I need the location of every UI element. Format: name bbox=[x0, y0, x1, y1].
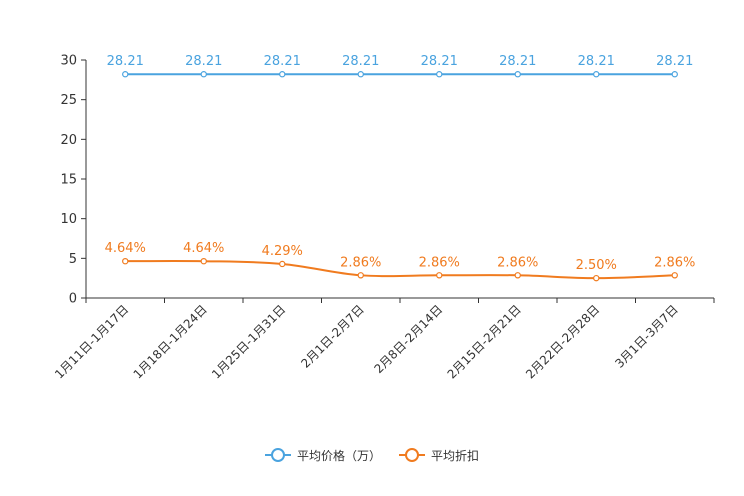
legend-line-circle-icon bbox=[399, 448, 425, 462]
data-label-avg-discount: 2.86% bbox=[419, 255, 460, 270]
y-tick-label: 25 bbox=[60, 93, 77, 108]
y-tick-label: 30 bbox=[60, 54, 77, 69]
data-point-avg-price[interactable] bbox=[514, 71, 521, 78]
data-label-avg-price: 28.21 bbox=[499, 54, 536, 69]
legend-line-circle-icon bbox=[264, 448, 291, 462]
legend-item-avg-price[interactable]: 平均价格（万） bbox=[264, 447, 381, 464]
data-point-avg-price[interactable] bbox=[200, 71, 207, 78]
data-label-avg-price: 28.21 bbox=[578, 54, 615, 69]
x-tick-label: 1月18日-1月24日 bbox=[131, 302, 210, 381]
x-tick-label: 2月1日-2月7日 bbox=[298, 302, 367, 371]
data-label-avg-discount: 2.86% bbox=[340, 255, 381, 270]
x-tick-label: 3月1日-3月7日 bbox=[612, 302, 681, 371]
legend-item-avg-discount[interactable]: 平均折扣 bbox=[399, 447, 479, 464]
x-tick-label: 2月22日-2月28日 bbox=[523, 302, 602, 381]
data-point-avg-discount[interactable] bbox=[200, 257, 207, 265]
x-tick-label: 2月15日-2月21日 bbox=[445, 302, 524, 381]
y-tick-label: 5 bbox=[69, 252, 77, 267]
data-point-avg-discount[interactable] bbox=[671, 272, 678, 279]
data-point-avg-price[interactable] bbox=[593, 71, 600, 78]
data-point-avg-discount[interactable] bbox=[122, 257, 129, 265]
data-label-avg-price: 28.21 bbox=[656, 54, 693, 69]
y-tick-label: 20 bbox=[60, 133, 77, 148]
legend: 平均价格（万） 平均折扣 bbox=[0, 444, 744, 466]
y-tick-label: 10 bbox=[60, 212, 77, 227]
data-label-avg-price: 28.21 bbox=[185, 54, 222, 69]
x-tick-label: 2月8日-2月14日 bbox=[371, 302, 445, 376]
data-label-avg-price: 28.21 bbox=[421, 54, 458, 69]
data-point-avg-price[interactable] bbox=[279, 71, 286, 78]
data-label-avg-price: 28.21 bbox=[342, 54, 379, 69]
data-point-avg-price[interactable] bbox=[357, 71, 364, 78]
y-tick-label: 15 bbox=[60, 173, 77, 188]
data-point-avg-price[interactable] bbox=[122, 71, 129, 78]
data-point-avg-discount[interactable] bbox=[357, 272, 364, 279]
data-point-avg-price[interactable] bbox=[671, 71, 678, 78]
x-tick-label: 1月11日-1月17日 bbox=[52, 302, 131, 381]
data-point-avg-price[interactable] bbox=[436, 71, 443, 78]
line-chart: 0 5 10 15 20 25 30 1月11日-1月17日 1月18日-1月24日 1月25日-… bbox=[52, 54, 715, 382]
data-label-avg-price: 28.21 bbox=[107, 54, 144, 69]
data-point-avg-discount[interactable] bbox=[279, 260, 286, 268]
series-line-avg-discount bbox=[125, 259, 675, 280]
data-label-avg-discount: 4.64% bbox=[183, 241, 224, 256]
data-label-avg-discount: 4.64% bbox=[105, 241, 146, 256]
data-label-avg-price: 28.21 bbox=[264, 54, 301, 69]
data-label-avg-discount: 2.86% bbox=[497, 255, 538, 270]
x-tick-label: 1月25日-1月31日 bbox=[209, 302, 288, 381]
data-label-avg-discount: 4.29% bbox=[262, 244, 303, 259]
legend-label-avg-price: 平均价格（万） bbox=[296, 448, 381, 463]
data-label-avg-discount: 2.86% bbox=[654, 255, 695, 270]
y-tick-label: 0 bbox=[69, 292, 77, 307]
data-point-avg-discount[interactable] bbox=[436, 272, 443, 279]
data-point-avg-discount[interactable] bbox=[593, 274, 600, 282]
legend-label-avg-discount: 平均折扣 bbox=[431, 448, 480, 463]
data-point-avg-discount[interactable] bbox=[514, 272, 521, 279]
data-label-avg-discount: 2.50% bbox=[576, 258, 617, 273]
